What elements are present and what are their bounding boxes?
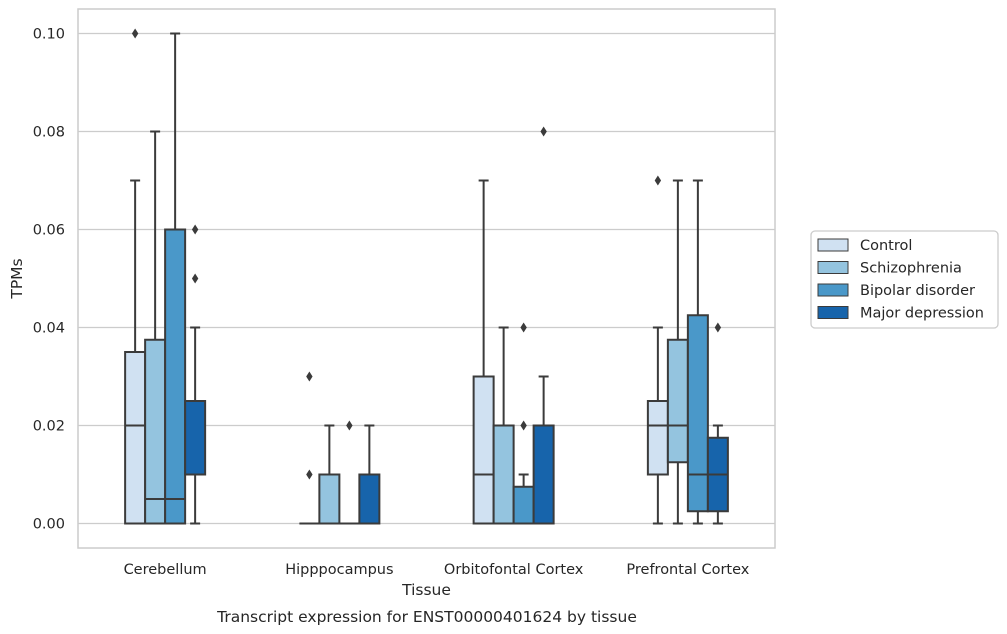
legend-label: Major depression bbox=[860, 306, 984, 322]
box-body bbox=[358, 473, 381, 525]
box-major-depression bbox=[184, 224, 207, 525]
box-bipolar-disorder bbox=[686, 179, 709, 525]
legend-swatch bbox=[817, 238, 849, 252]
y-axis-ticks: 0.00 0.02 0.04 0.06 0.08 0.10 bbox=[33, 27, 65, 533]
outlier-marker bbox=[191, 273, 199, 284]
box-body bbox=[144, 338, 167, 525]
y-tick-label: 0.10 bbox=[33, 27, 65, 43]
outlier-marker bbox=[520, 420, 527, 431]
box-bipolar-disorder bbox=[339, 420, 360, 525]
box-bipolar-disorder bbox=[512, 322, 535, 525]
legend-label: Bipolar disorder bbox=[860, 283, 975, 299]
outlier-marker bbox=[346, 420, 353, 431]
legend-frame bbox=[810, 230, 999, 329]
chart-caption: Transcript expression for ENST0000040162… bbox=[216, 608, 637, 626]
box-bipolar-disorder bbox=[164, 32, 187, 525]
y-axis-label: TPMs bbox=[8, 258, 26, 299]
box-major-depression bbox=[706, 322, 729, 525]
legend-swatch bbox=[817, 306, 849, 319]
x-tick-label: Orbitofontal Cortex bbox=[444, 562, 584, 578]
box-major-depression bbox=[532, 126, 555, 525]
outlier-marker bbox=[306, 469, 313, 480]
legend-label: Control bbox=[860, 238, 912, 254]
box-control bbox=[124, 28, 147, 525]
box-body bbox=[646, 400, 669, 476]
box-body bbox=[532, 424, 555, 525]
y-tick-label: 0.00 bbox=[33, 517, 65, 533]
outlier-marker bbox=[131, 28, 139, 39]
box-body bbox=[512, 485, 535, 525]
box-schizophrenia bbox=[318, 424, 341, 525]
x-tick-label: Cerebellum bbox=[124, 562, 207, 578]
outlier-marker bbox=[306, 371, 313, 382]
outlier-marker bbox=[654, 175, 662, 186]
box-body bbox=[492, 424, 515, 525]
legend: Control Schizophrenia Bipolar disorder Majo… bbox=[810, 230, 999, 329]
box-major-depression bbox=[358, 424, 381, 525]
plot-area-frame bbox=[77, 8, 776, 549]
y-tick-label: 0.08 bbox=[33, 125, 65, 141]
box-series bbox=[124, 28, 729, 525]
outlier-marker bbox=[540, 126, 547, 137]
outlier-marker bbox=[191, 224, 199, 235]
y-tick-label: 0.04 bbox=[33, 321, 65, 337]
legend-swatch bbox=[817, 283, 849, 297]
box-body bbox=[666, 338, 689, 464]
box-body bbox=[184, 400, 207, 476]
y-tick-label: 0.02 bbox=[33, 419, 65, 435]
legend-label: Schizophrenia bbox=[860, 261, 962, 277]
legend-swatch bbox=[817, 261, 849, 274]
box-body bbox=[686, 314, 709, 513]
box-control bbox=[646, 175, 669, 525]
outlier-marker bbox=[520, 322, 527, 333]
box-control bbox=[472, 179, 495, 525]
x-axis-ticks: Cerebellum Hipppocampus Orbitofontal Corte… bbox=[124, 562, 750, 578]
box-body bbox=[472, 375, 495, 525]
x-axis-label: Tissue bbox=[401, 581, 451, 599]
outlier-marker bbox=[714, 322, 722, 333]
box-body bbox=[164, 228, 187, 525]
box-schizophrenia bbox=[666, 179, 689, 525]
x-tick-label: Prefrontal Cortex bbox=[626, 562, 749, 578]
x-tick-label: Hipppocampus bbox=[285, 562, 393, 578]
box-schizophrenia bbox=[492, 326, 515, 525]
box-body bbox=[318, 473, 341, 525]
box-body bbox=[124, 351, 147, 525]
y-tick-label: 0.06 bbox=[33, 223, 65, 239]
box-control bbox=[299, 371, 320, 525]
